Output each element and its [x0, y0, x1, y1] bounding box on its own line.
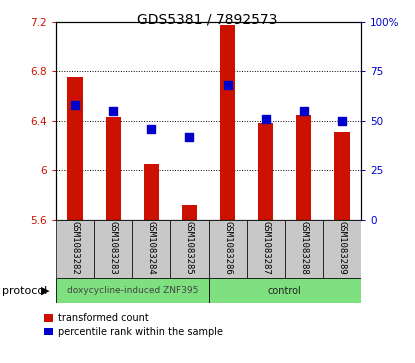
Bar [105, 117, 121, 220]
Point [262, 116, 269, 122]
Bar [94, 220, 132, 278]
Bar [247, 220, 285, 278]
Bar [144, 164, 159, 220]
Bar [209, 278, 361, 303]
Point [148, 126, 155, 131]
Bar [334, 132, 349, 220]
Bar [182, 205, 197, 220]
Text: GDS5381 / 7892573: GDS5381 / 7892573 [137, 13, 278, 27]
Text: protocol: protocol [2, 286, 47, 296]
Text: GSM1083288: GSM1083288 [299, 221, 308, 275]
Bar [209, 220, 247, 278]
Point [300, 108, 307, 114]
Text: GSM1083285: GSM1083285 [185, 221, 194, 275]
Bar [132, 220, 171, 278]
Bar [171, 220, 209, 278]
Text: GSM1083289: GSM1083289 [337, 221, 347, 275]
Bar [296, 114, 312, 220]
Bar [323, 220, 361, 278]
Legend: transformed count, percentile rank within the sample: transformed count, percentile rank withi… [44, 313, 223, 337]
Point [186, 134, 193, 139]
Text: GSM1083282: GSM1083282 [71, 221, 80, 275]
Text: doxycycline-induced ZNF395: doxycycline-induced ZNF395 [66, 286, 198, 295]
Point [339, 118, 345, 123]
Bar [56, 220, 94, 278]
Point [224, 82, 231, 88]
Text: GSM1083284: GSM1083284 [147, 221, 156, 275]
Bar [220, 25, 235, 220]
Bar [56, 278, 209, 303]
Text: GSM1083287: GSM1083287 [261, 221, 270, 275]
Point [110, 108, 117, 114]
Text: control: control [268, 286, 302, 296]
Bar [258, 123, 273, 220]
Bar [68, 77, 83, 220]
Text: GSM1083286: GSM1083286 [223, 221, 232, 275]
Text: GSM1083283: GSM1083283 [109, 221, 118, 275]
Bar [285, 220, 323, 278]
Point [72, 102, 78, 108]
Text: ▶: ▶ [41, 286, 49, 296]
